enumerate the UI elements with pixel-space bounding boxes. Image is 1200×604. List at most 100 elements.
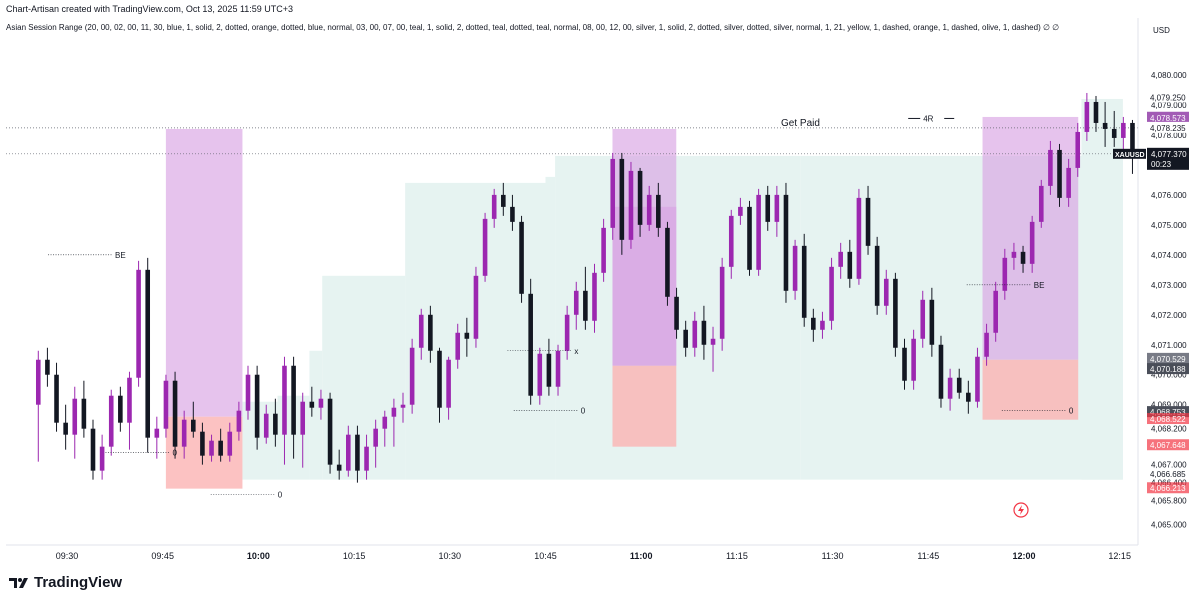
candle-body (1102, 122, 1108, 129)
candle-body (355, 434, 360, 471)
price-tag (1147, 363, 1189, 375)
candle-body (546, 353, 552, 387)
candle-body (610, 158, 616, 228)
price-tag-label: 4,068.522 (1150, 415, 1186, 424)
candle-body (601, 227, 606, 273)
candle-body (72, 398, 78, 435)
candle-body (145, 269, 151, 438)
candle-body (774, 194, 780, 222)
annotation-label: BE (115, 251, 126, 260)
candle-body (637, 170, 643, 225)
time-tick-label: 09:30 (56, 551, 79, 561)
candle-body (190, 419, 196, 432)
candle-body (1020, 251, 1026, 264)
annotation-label: 0 (1069, 407, 1074, 416)
teal-zone (545, 176, 556, 480)
price-tick-label: 4,065.000 (1151, 521, 1187, 530)
price-tag (1147, 468, 1189, 480)
candle-body (902, 347, 907, 381)
lightning-icon (1013, 502, 1029, 518)
candle-body (692, 320, 698, 348)
candle-body (1121, 122, 1126, 138)
candle-body (537, 353, 543, 396)
time-tick-label: 11:15 (726, 551, 748, 561)
price-tag-label: 4,066.213 (1150, 484, 1186, 493)
candle-body (947, 377, 953, 399)
time-tick-label: 11:45 (917, 551, 939, 561)
candle-body (519, 221, 524, 294)
candle-body (63, 422, 68, 435)
candle-body (1084, 101, 1090, 132)
price-tag-label: 4,066.685 (1150, 470, 1186, 479)
symbol-tag (1113, 148, 1146, 159)
candle-body (820, 320, 825, 330)
candle-body (674, 296, 679, 330)
price-tick-label: 4,065.800 (1151, 497, 1187, 506)
time-tick-label: 10:00 (247, 551, 270, 561)
candle-body (163, 380, 169, 429)
indicator-legend[interactable]: Asian Session Range (20, 00, 02, 00, 11,… (6, 23, 1059, 32)
candle-body (801, 245, 807, 318)
candle-body (1130, 122, 1135, 154)
candle-body (437, 350, 442, 408)
candle-body (683, 329, 688, 348)
candle-body (473, 275, 479, 339)
candle-body (254, 374, 260, 438)
time-axis: 09:30 09:45 10:00 10:15 10:30 10:45 11:00 11:15… (6, 544, 1138, 561)
candle-body (583, 290, 588, 321)
price-tag-label: 4,067.648 (1150, 441, 1186, 450)
annotation-label: 4R (923, 114, 933, 123)
candle-body (865, 197, 871, 246)
price-tag-label: 4,078.573 (1150, 114, 1186, 123)
price-tag-label: 4,078.235 (1150, 124, 1186, 133)
price-tag-label: 4,070.188 (1150, 365, 1186, 374)
currency-label: USD (1153, 26, 1170, 35)
candle-body (118, 395, 123, 423)
candle-body (893, 278, 898, 348)
price-tick-label: 4,079.000 (1151, 101, 1187, 110)
price-tag (1147, 439, 1189, 451)
candle-body (327, 398, 333, 465)
candle-body (938, 344, 944, 399)
candle-body (200, 431, 205, 456)
candle-body (273, 413, 278, 435)
symbol-label: XAUUSD (1115, 152, 1145, 159)
candle-body (564, 314, 570, 351)
teal-zone (309, 350, 323, 480)
candle-body (1011, 251, 1017, 258)
candle-body (181, 419, 187, 447)
price-tick-label: 4,072.000 (1151, 311, 1187, 320)
candle-body (1093, 101, 1099, 123)
price-tag-label: 4,079.250 (1150, 93, 1186, 102)
price-tick-label: 4,076.000 (1151, 191, 1187, 200)
candle-body (701, 320, 707, 345)
candle-body (300, 401, 306, 435)
tradingview-logo[interactable]: TradingView (8, 574, 122, 591)
candle-body (874, 245, 880, 306)
indicator-params: Asian Session Range (20, 00, 02, 00, 11,… (6, 23, 1041, 32)
price-tag-label: 4,070.529 (1150, 355, 1186, 364)
candle-body (1038, 185, 1044, 222)
zones-layer (165, 98, 1123, 489)
candle-body (1002, 257, 1008, 291)
candle-body (883, 278, 889, 306)
price-tag (1147, 121, 1189, 133)
indicator-visibility-icons[interactable]: ∅ ∅ (1042, 23, 1060, 32)
candle-body (373, 428, 378, 447)
candle-body (364, 446, 369, 471)
candle-body (263, 413, 269, 438)
teal-zone (1081, 98, 1123, 480)
tradingview-logo-icon (9, 577, 28, 588)
candle-body (710, 338, 716, 345)
price-tag (1147, 352, 1189, 364)
candle-body (45, 359, 50, 375)
price-tag (1147, 406, 1189, 418)
candle-body (838, 251, 843, 267)
get-paid-label: Get Paid (781, 118, 820, 129)
price-tag (1147, 482, 1189, 494)
candle-body (929, 299, 935, 345)
candle-body (993, 290, 998, 333)
candle-body (1066, 167, 1071, 198)
candle-body (811, 317, 816, 330)
